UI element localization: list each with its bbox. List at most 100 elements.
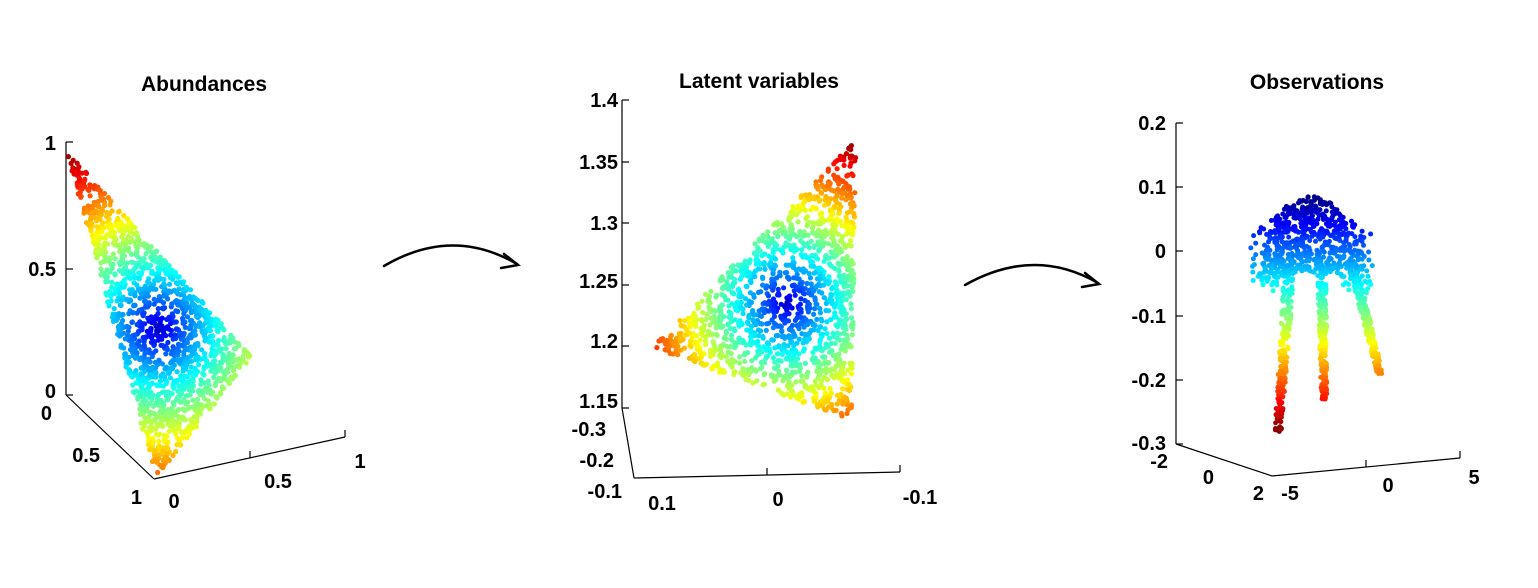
scatter-point xyxy=(778,324,784,330)
scatter-point xyxy=(147,350,153,356)
scatter-point xyxy=(818,177,824,184)
scatter-point xyxy=(828,390,834,396)
scatter-point xyxy=(115,221,121,227)
scatter-point xyxy=(185,374,191,380)
scatter-point xyxy=(803,332,809,338)
scatter-point xyxy=(1277,264,1283,270)
scatter-point xyxy=(177,384,183,390)
scatter-point xyxy=(818,378,825,384)
scatter-point xyxy=(76,176,83,182)
scatter-point xyxy=(240,353,246,359)
scatter-point xyxy=(833,282,840,288)
scatter-point xyxy=(828,317,834,323)
scatter-point xyxy=(828,263,834,269)
scatter-point xyxy=(812,322,818,329)
scatter-point xyxy=(772,240,778,246)
scatter-point xyxy=(199,347,205,353)
scatter-point xyxy=(190,378,196,384)
scatter-point xyxy=(1353,262,1359,268)
scatter-point xyxy=(138,402,144,408)
scatter-point xyxy=(152,411,158,417)
scatter-point xyxy=(156,431,163,437)
scatter-point xyxy=(725,349,731,355)
scatter-point xyxy=(841,162,847,168)
scatter-point xyxy=(211,401,217,407)
scatter-point xyxy=(773,246,780,252)
scatter-point xyxy=(225,365,231,371)
scatter-point xyxy=(746,260,752,266)
scatter-point xyxy=(830,211,836,217)
scatter-point xyxy=(814,283,820,289)
scatter-point xyxy=(167,375,173,381)
scatter-point xyxy=(1311,194,1317,200)
scatter-point xyxy=(163,365,169,371)
scatter-point xyxy=(220,376,226,382)
scatter-point xyxy=(217,348,223,354)
scatter-point xyxy=(821,258,827,264)
scatter-point xyxy=(796,351,802,357)
scatter-point xyxy=(1320,393,1325,399)
scatter-point xyxy=(1264,252,1270,258)
scatter-point xyxy=(170,452,176,458)
scatter-point xyxy=(801,269,807,275)
scatter-point xyxy=(136,375,142,381)
scatter-point xyxy=(159,449,165,455)
scatter-point xyxy=(831,366,838,373)
scatter-point xyxy=(136,275,142,282)
scatter-point xyxy=(172,422,178,428)
y-tick-label: 1 xyxy=(131,487,142,509)
scatter-point xyxy=(729,332,735,338)
scatter-point xyxy=(1313,238,1318,244)
scatter-point xyxy=(837,156,844,163)
scatter-point xyxy=(1289,284,1295,290)
scatter-point xyxy=(1250,278,1256,283)
scatter-point xyxy=(770,298,776,304)
scatter-point xyxy=(69,168,75,174)
scatter-point xyxy=(1349,272,1355,278)
scatter-point xyxy=(729,274,735,280)
scatter-point xyxy=(211,374,217,380)
scatter-point xyxy=(789,229,795,236)
scatter-point xyxy=(707,322,713,328)
scatter-point xyxy=(111,291,118,297)
scatter-point xyxy=(1314,247,1320,253)
scatter-point xyxy=(125,328,131,334)
scatter-point xyxy=(725,286,732,292)
scatter-point xyxy=(748,299,755,305)
scatter-point xyxy=(201,355,207,361)
scatter-point xyxy=(235,356,241,362)
scatter-point xyxy=(845,229,851,235)
scatter-point xyxy=(173,431,179,437)
scatter-point xyxy=(166,314,172,320)
scatter-point xyxy=(719,353,725,359)
scatter-point xyxy=(195,402,201,408)
scatter-point xyxy=(798,296,804,302)
scatter-point xyxy=(808,238,814,244)
scatter-point xyxy=(102,258,108,264)
y-axis-line xyxy=(621,407,635,479)
scatter-point xyxy=(112,271,118,277)
scatter-point xyxy=(152,416,158,422)
scatter-point xyxy=(235,340,241,346)
scatter-point xyxy=(819,331,825,337)
y-tick-label: -0.3 xyxy=(572,419,606,441)
scatter-point xyxy=(126,224,133,230)
scatter-point xyxy=(813,301,819,307)
scatter-point xyxy=(121,212,127,219)
scatter-point xyxy=(1253,252,1259,258)
scatter-point xyxy=(101,202,108,209)
scatter-point xyxy=(1360,289,1365,294)
scatter-point xyxy=(764,283,770,289)
scatter-point xyxy=(790,255,796,261)
scatter-point xyxy=(839,190,845,197)
scatter-point xyxy=(148,285,154,291)
scatter-point xyxy=(750,380,756,386)
scatter-point xyxy=(1376,368,1382,373)
scatter-point xyxy=(753,261,759,267)
scatter-point xyxy=(828,291,834,298)
scatter-point xyxy=(839,386,846,392)
scatter-point xyxy=(733,268,739,274)
scatter-point xyxy=(1298,224,1304,230)
scatter-point xyxy=(122,351,128,358)
scatter-point xyxy=(755,352,761,358)
